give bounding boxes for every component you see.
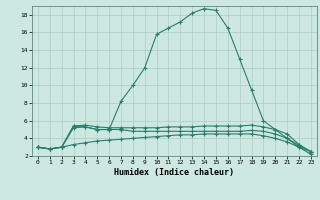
X-axis label: Humidex (Indice chaleur): Humidex (Indice chaleur) bbox=[115, 168, 234, 177]
